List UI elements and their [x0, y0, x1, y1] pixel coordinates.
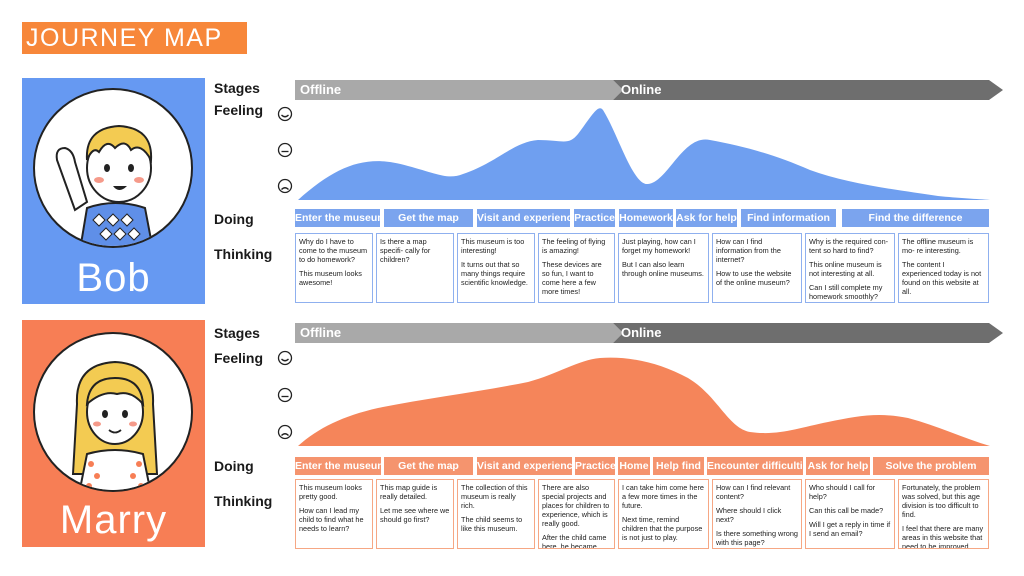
bob-avatar: [33, 88, 193, 248]
doing-label: Doing: [214, 458, 254, 474]
thought-text: Can this call be made?: [809, 506, 884, 515]
thought-text: I feel that there are many areas in this…: [902, 524, 984, 549]
thought-text: How can I find relevant content?: [716, 483, 791, 501]
thinking-card: Why do I have to come to the museum to d…: [295, 233, 373, 303]
thought-text: Why is the required con- tent so hard to…: [809, 237, 889, 255]
feeling-label: Feeling: [214, 350, 264, 366]
thought-text: But I can also learn through online muse…: [622, 260, 704, 278]
thinking-card: Fortunately, the problem was solved, but…: [898, 479, 989, 549]
thought-text: Is there something wrong with this page?: [716, 529, 798, 547]
page-title: JOURNEY MAP: [22, 22, 247, 54]
doing-step: Encounter difficulties: [707, 457, 803, 475]
doing-step: Ask for help: [676, 209, 737, 227]
thought-text: Where should I click next?: [716, 506, 782, 524]
thought-text: After the child came here, he became mor…: [542, 533, 607, 549]
thought-text: I can take him come here a few more time…: [622, 483, 704, 510]
doing-step: Solve the problem: [873, 457, 989, 475]
doing-step: Practice: [574, 209, 615, 227]
doing-step: Home: [618, 457, 650, 475]
sad-face-icon: [277, 424, 293, 440]
thought-text: Is there a map specifi- cally for childr…: [380, 237, 431, 264]
persona-name: Marry: [59, 498, 168, 542]
thought-text: The content I experienced today is not f…: [902, 260, 982, 296]
marry-avatar: [33, 332, 193, 492]
thought-text: How can I find information from the inte…: [716, 237, 781, 264]
doing-step: Practice: [575, 457, 615, 475]
thought-text: Just playing, how can I forget my homewo…: [622, 237, 696, 255]
thought-text: This museum is too interesting!: [461, 237, 525, 255]
thinking-card: Who should I call for help? Can this cal…: [805, 479, 895, 549]
doing-step: Get the map: [384, 209, 473, 227]
girl-illustration: [71, 360, 159, 490]
thought-text: Will I get a reply in time if I send an …: [809, 520, 891, 538]
thinking-card: Is there a map specifi- cally for childr…: [376, 233, 454, 303]
doing-step: Homework: [619, 209, 673, 227]
boy-illustration: [55, 124, 154, 246]
persona-panel-bob: Bob: [22, 78, 205, 304]
thinking-card: There are also special projects and plac…: [538, 479, 615, 549]
thinking-card: Just playing, how can I forget my homewo…: [618, 233, 709, 303]
happy-face-icon: [277, 350, 293, 366]
stages-label: Stages: [214, 325, 260, 341]
thinking-card: The offline museum is mo- re interesting…: [898, 233, 989, 303]
persona-name: Bob: [76, 256, 151, 300]
thought-text: Who should I call for help?: [809, 483, 876, 501]
persona-panel-marry: Marry: [22, 320, 205, 547]
thinking-card: This map guide is really detailed. Let m…: [376, 479, 454, 549]
thought-text: Fortunately, the problem was solved, but…: [902, 483, 981, 519]
thought-text: The offline museum is mo- re interesting…: [902, 237, 974, 255]
thinking-card: Why is the required con- tent so hard to…: [805, 233, 895, 303]
stages-label: Stages: [214, 80, 260, 96]
thought-text: This museum looks awesome!: [299, 269, 362, 287]
thought-text: Can I still complete my homework smoothl…: [809, 283, 883, 301]
stage-offline: Offline: [300, 325, 342, 340]
stage-bar: Offline Online: [295, 323, 1003, 343]
doing-step: Visit and experience: [477, 209, 570, 227]
thought-text: How can I lead my child to find what he …: [299, 506, 364, 533]
thinking-card: How can I find relevant content? Where s…: [712, 479, 802, 549]
doing-step: Get the map: [384, 457, 473, 475]
thought-text: How to use the website of the online mus…: [716, 269, 792, 287]
stage-online: Online: [621, 325, 662, 340]
doing-step: Help find: [653, 457, 704, 475]
thinking-card: This museum is too interesting! It turns…: [457, 233, 535, 303]
stage-online: Online: [621, 82, 662, 97]
thinking-card: I can take him come here a few more time…: [618, 479, 709, 549]
doing-step: Ask for help: [806, 457, 870, 475]
thinking-card: How can I find information from the inte…: [712, 233, 802, 303]
doing-step: Enter the museum: [295, 457, 381, 475]
thought-text: Why do I have to come to the museum to d…: [299, 237, 368, 264]
thought-text: There are also special projects and plac…: [542, 483, 610, 528]
bob-feeling-curve: [298, 108, 990, 200]
thinking-card: The collection of this museum is really …: [457, 479, 535, 549]
stage-offline: Offline: [300, 82, 342, 97]
doing-step: Find the difference: [842, 209, 989, 227]
happy-face-icon: [277, 106, 293, 122]
marry-feeling-curve: [298, 357, 990, 446]
thinking-card: This museum looks pretty good. How can I…: [295, 479, 373, 549]
doing-step: Enter the museum: [295, 209, 380, 227]
thought-text: This museum looks pretty good.: [299, 483, 362, 501]
thought-text: This online museum is not interesting at…: [809, 260, 882, 278]
thought-text: It turns out that so many things require…: [461, 260, 528, 287]
thought-text: The child seems to like this museum.: [461, 515, 523, 533]
doing-label: Doing: [214, 211, 254, 227]
thought-text: This map guide is really detailed.: [380, 483, 438, 501]
neutral-face-icon: [277, 142, 293, 158]
doing-step: Visit and experience: [477, 457, 572, 475]
thinking-label: Thinking: [214, 493, 273, 509]
neutral-face-icon: [277, 387, 293, 403]
thought-text: The collection of this museum is really …: [461, 483, 528, 510]
stage-bar: Offline Online: [295, 80, 1003, 100]
feeling-label: Feeling: [214, 102, 264, 118]
sad-face-icon: [277, 178, 293, 194]
thinking-card: The feeling of flying is amazing! These …: [538, 233, 615, 303]
thought-text: These devices are so fun, I want to come…: [542, 260, 602, 296]
thinking-label: Thinking: [214, 246, 273, 262]
doing-step: Find information: [741, 209, 836, 227]
thought-text: Let me see where we should go first?: [380, 506, 450, 524]
thought-text: The feeling of flying is amazing!: [542, 237, 606, 255]
thought-text: Next time, remind children that the purp…: [622, 515, 703, 542]
